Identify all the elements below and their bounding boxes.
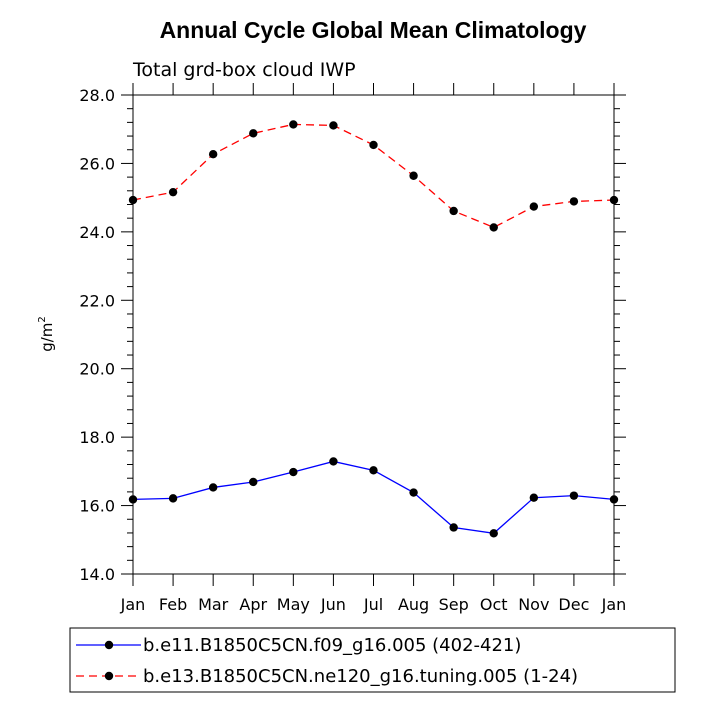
- series-2-point: [208, 149, 218, 159]
- y-tick-label: 22.0: [79, 291, 115, 310]
- series-2-point: [369, 140, 378, 150]
- series-1-point: [329, 457, 338, 466]
- series-2-point: [489, 223, 498, 232]
- y-tick-label: 26.0: [79, 154, 115, 173]
- y-tick-label: 28.0: [79, 86, 115, 105]
- series-1-point: [289, 467, 298, 477]
- series-1-point: [409, 488, 418, 497]
- series-2-point: [168, 187, 178, 197]
- series-2-point: [128, 195, 138, 205]
- x-tick-label: Jun: [320, 595, 346, 614]
- series-2-point: [529, 202, 539, 211]
- series-1-point: [449, 523, 458, 532]
- series-line-2: [132, 123, 615, 229]
- plot-frame: [132, 94, 615, 575]
- x-tick-label: May: [277, 595, 310, 614]
- series-1-point: [609, 495, 619, 504]
- y-tick-label: 20.0: [79, 360, 115, 379]
- x-tick-label: Oct: [480, 595, 508, 614]
- series-1-point: [369, 466, 378, 475]
- series-1-point: [529, 493, 539, 502]
- legend-marker-1: [104, 640, 114, 650]
- x-tick-label: Jul: [363, 595, 383, 614]
- series-1-point: [489, 529, 498, 538]
- y-axis-ticks: 14.0 16.0 18.0 20.0 22.0 24.0 26.0 28.0: [79, 86, 626, 584]
- series-layer: [128, 120, 619, 538]
- series-1-point: [128, 495, 138, 504]
- x-tick-label: Jan: [601, 595, 627, 614]
- x-tick-label: Jan: [120, 595, 146, 614]
- y-axis-label-text: g/m: [38, 323, 56, 352]
- series-2-point: [329, 121, 338, 130]
- series-2-point: [449, 206, 458, 216]
- series-1-point: [208, 483, 218, 492]
- y-axis-label: g/m2: [37, 316, 56, 352]
- series-2-point: [609, 195, 619, 205]
- chart-subtitle: Total grd-box cloud IWP: [132, 59, 356, 81]
- y-axis-label-superscript: 2: [37, 316, 48, 322]
- chart-title: Annual Cycle Global Mean Climatology: [160, 17, 587, 43]
- series-2-point: [249, 129, 258, 138]
- x-tick-label: Apr: [239, 595, 267, 614]
- y-tick-label: 14.0: [79, 565, 115, 584]
- x-tick-label: Feb: [159, 595, 187, 614]
- x-tick-label: Sep: [439, 595, 469, 614]
- legend: b.e11.B1850C5CN.f09_g16.005 (402-421) b.e…: [76, 635, 578, 687]
- series-1-point: [569, 491, 579, 500]
- x-tick-label: Mar: [198, 595, 229, 614]
- series-1-point: [168, 494, 178, 503]
- series-1-point: [249, 477, 258, 487]
- x-axis-ticks: Jan Feb Mar Apr May Jun Jul Aug Sep Oct Nov Dec Jan: [120, 83, 627, 614]
- y-tick-label: 18.0: [79, 428, 115, 447]
- x-tick-label: Nov: [518, 595, 549, 614]
- x-tick-label: Aug: [398, 595, 429, 614]
- legend-box: [69, 627, 676, 693]
- series-2-point: [409, 171, 418, 180]
- series-2-point: [569, 197, 579, 206]
- legend-marker-2: [104, 671, 114, 681]
- x-tick-label: Dec: [558, 595, 589, 614]
- y-tick-label: 24.0: [79, 223, 115, 242]
- legend-label-2: b.e13.B1850C5CN.ne120_g16.tuning.005 (1-…: [143, 666, 578, 687]
- series-2-point: [289, 120, 298, 129]
- y-tick-label: 16.0: [79, 497, 115, 516]
- legend-label-1: b.e11.B1850C5CN.f09_g16.005 (402-421): [143, 635, 521, 656]
